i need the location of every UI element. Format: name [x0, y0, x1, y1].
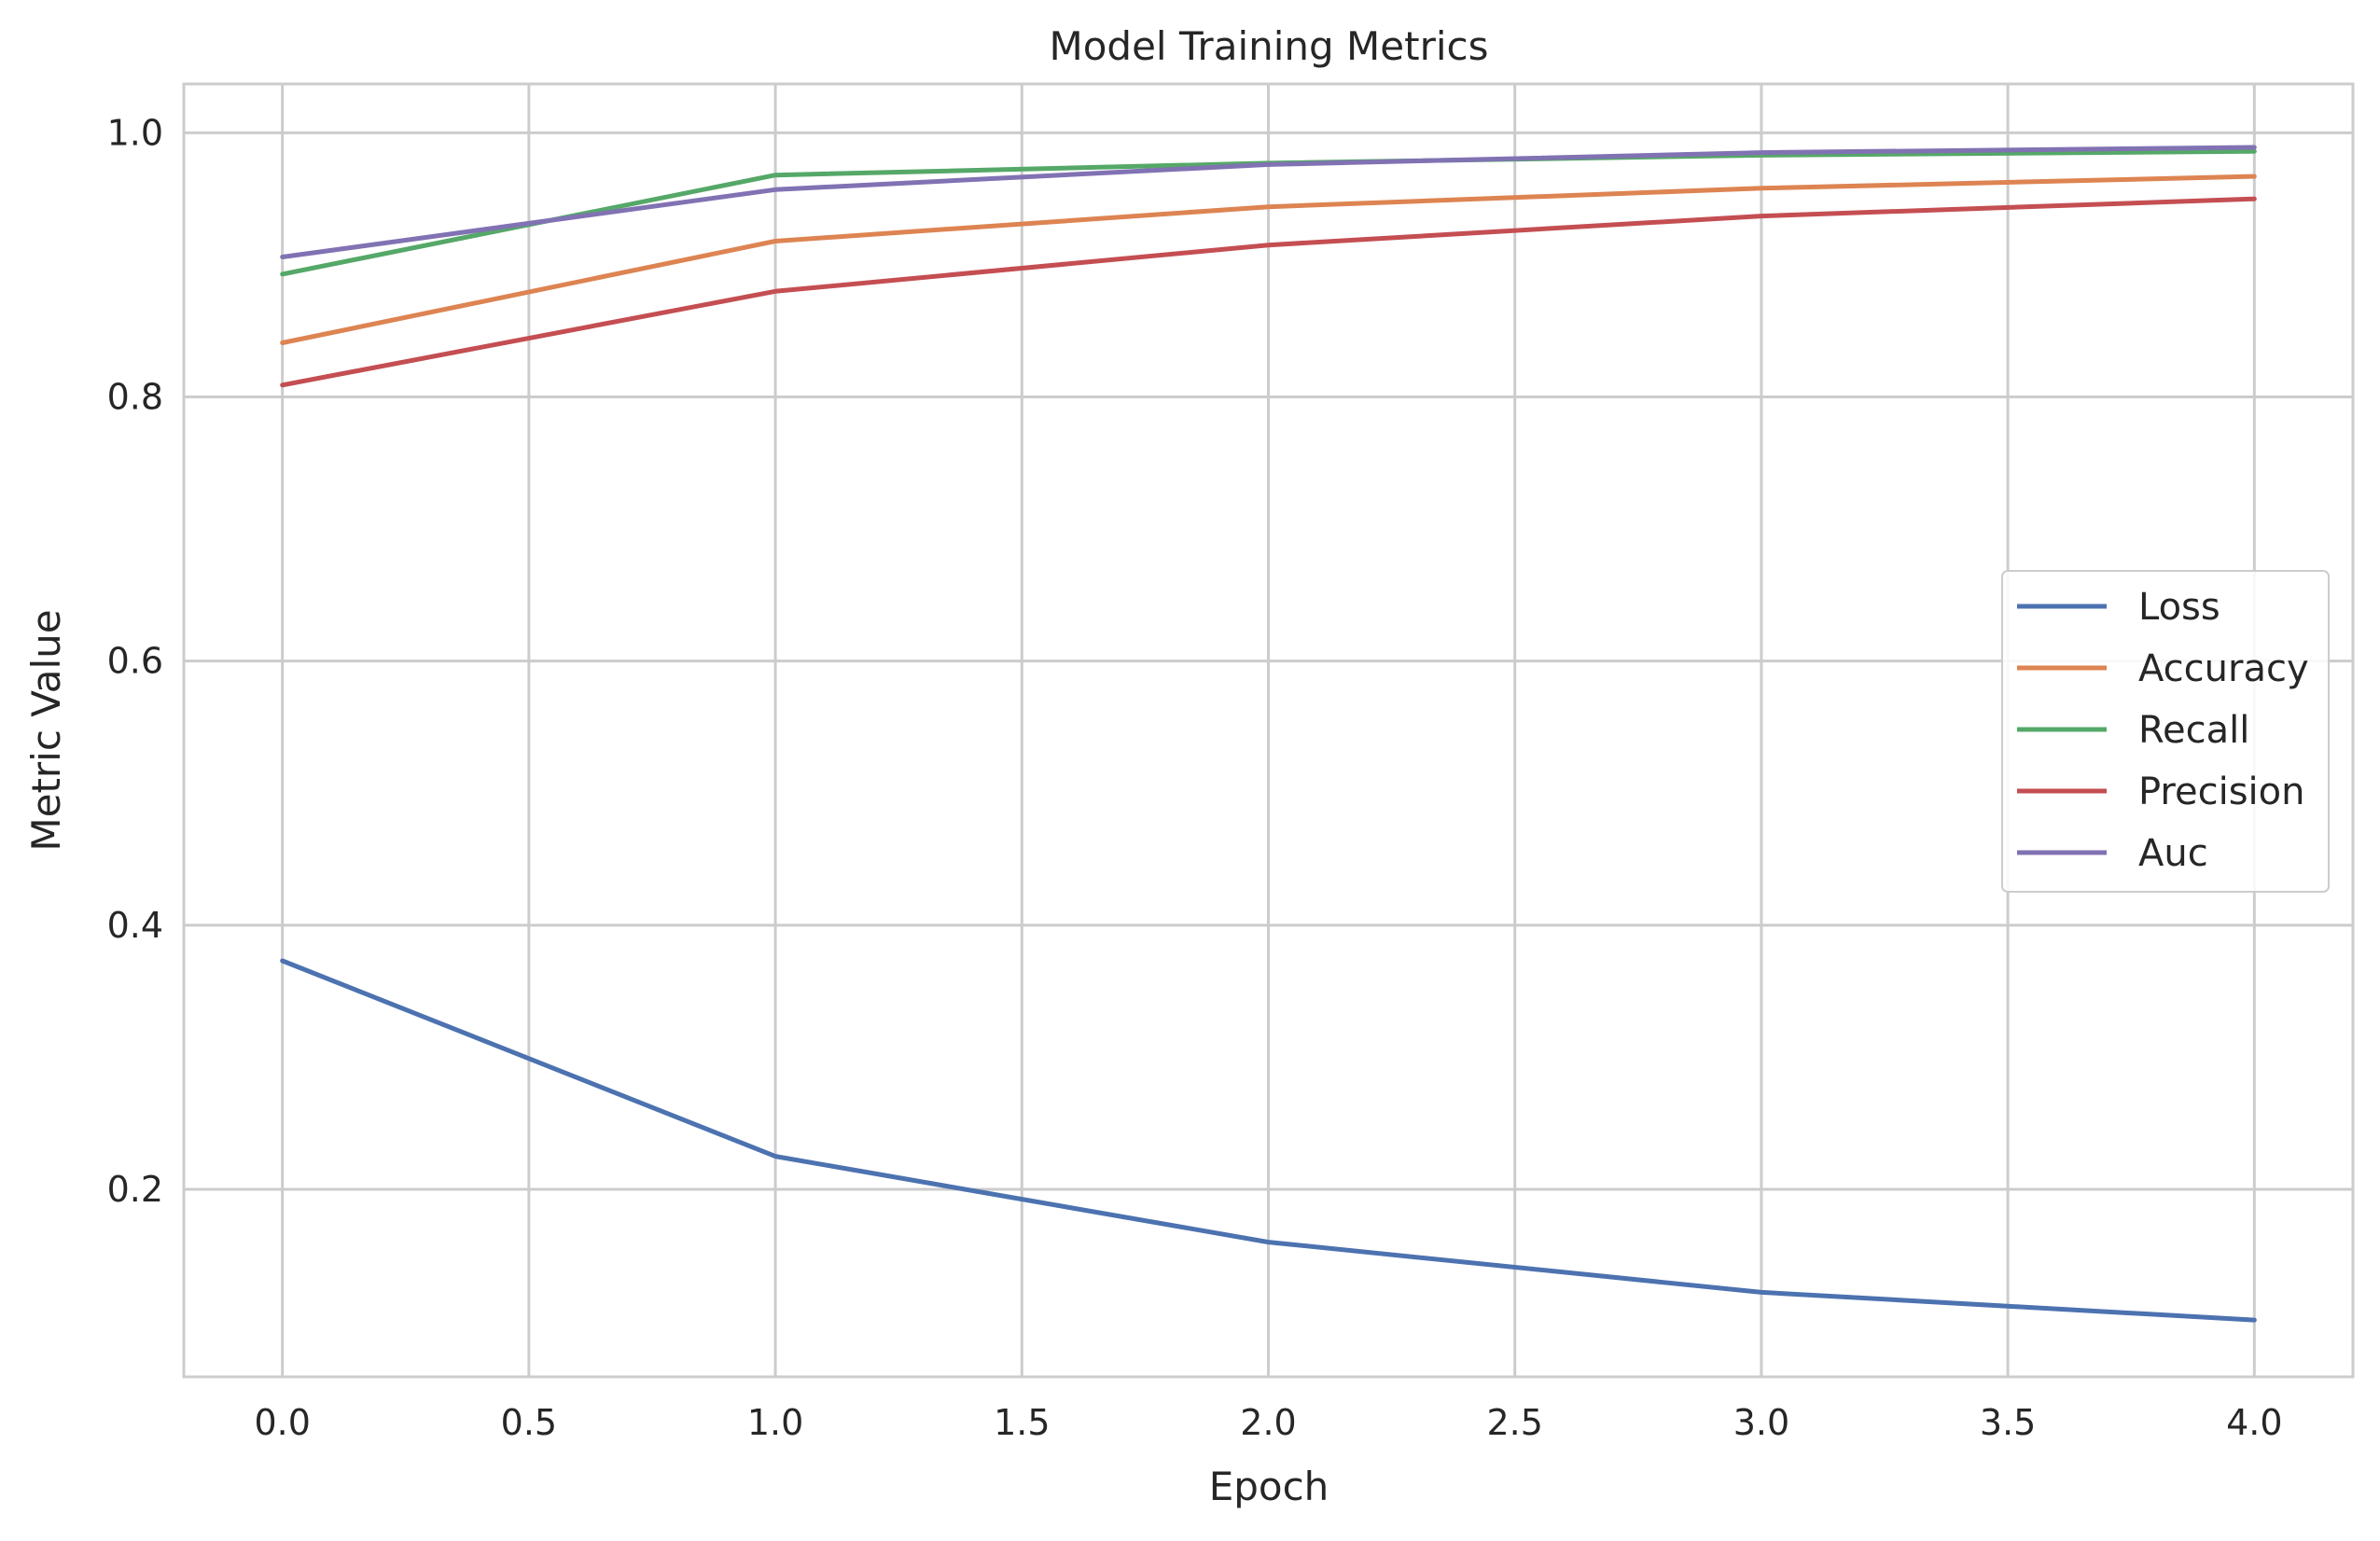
y-axis-label: Metric Value [23, 609, 69, 851]
x-tick-label: 2.5 [1486, 1402, 1542, 1443]
x-tick-labels: 0.0 0.5 1.0 1.5 2.0 2.5 3.0 3.5 4.0 [254, 1402, 2282, 1443]
y-tick-label: 1.0 [107, 112, 163, 153]
series-line-loss [280, 958, 2257, 1323]
legend-frame [2001, 570, 2330, 893]
y-tick-label: 0.6 [107, 641, 163, 682]
legend-label-auc: Auc [2138, 832, 2208, 875]
legend: Loss Accuracy Recall Precision Auc [2001, 570, 2330, 893]
x-tick-label: 3.0 [1733, 1402, 1789, 1443]
y-tick-label: 0.8 [107, 377, 163, 418]
y-tick-label: 0.2 [107, 1169, 163, 1210]
legend-label-loss: Loss [2138, 586, 2220, 629]
series-line-precision [280, 196, 2257, 388]
x-axis-label: Epoch [1209, 1464, 1329, 1509]
series-line-accuracy [280, 174, 2257, 345]
x-tick-label: 3.5 [1980, 1402, 2036, 1443]
y-tick-label: 0.4 [107, 905, 163, 946]
y-tick-labels: 0.2 0.4 0.6 0.8 1.0 [107, 112, 163, 1210]
legend-label-recall: Recall [2138, 709, 2249, 752]
x-tick-label: 0.0 [254, 1402, 310, 1443]
series-lines [280, 145, 2257, 1323]
x-tick-label: 4.0 [2226, 1402, 2282, 1443]
x-tick-label: 2.0 [1240, 1402, 1296, 1443]
x-tick-label: 1.0 [747, 1402, 803, 1443]
legend-label-accuracy: Accuracy [2138, 647, 2309, 690]
plot-area-frame [182, 82, 2355, 1379]
chart-title: Model Training Metrics [1050, 23, 1489, 69]
x-tick-label: 0.5 [501, 1402, 557, 1443]
grid-lines [184, 84, 2353, 1377]
series-line-auc [280, 145, 2257, 259]
x-tick-label: 1.5 [994, 1402, 1050, 1443]
legend-label-precision: Precision [2138, 770, 2304, 813]
